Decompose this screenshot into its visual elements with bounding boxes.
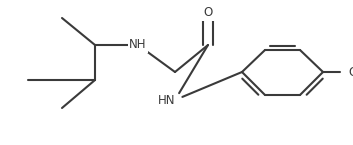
Text: Cl: Cl <box>348 66 353 78</box>
Text: NH: NH <box>129 39 147 51</box>
Text: HN: HN <box>157 94 175 106</box>
Text: O: O <box>203 7 213 19</box>
